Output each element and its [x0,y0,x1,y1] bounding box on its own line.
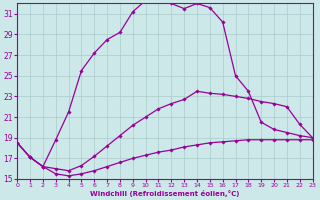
X-axis label: Windchill (Refroidissement éolien,°C): Windchill (Refroidissement éolien,°C) [90,190,240,197]
